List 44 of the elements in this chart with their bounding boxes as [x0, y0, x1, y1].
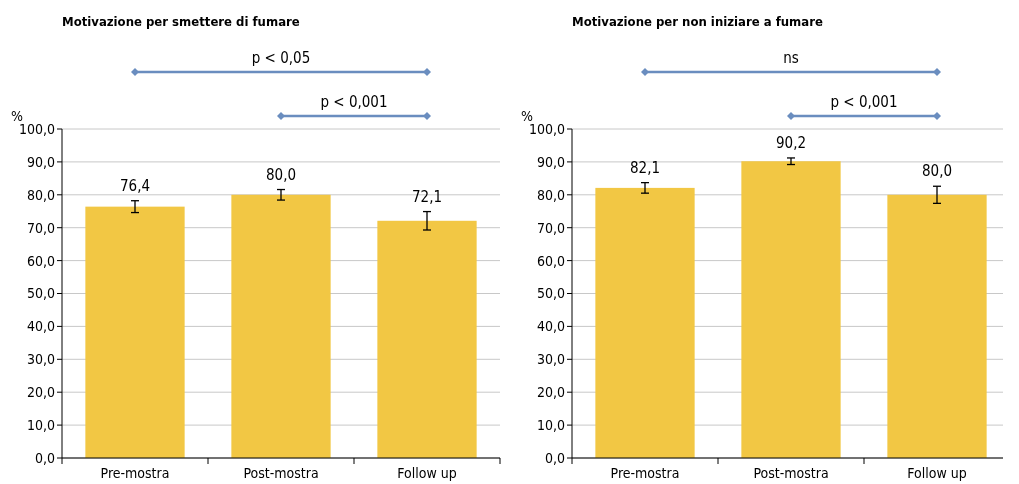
bar — [231, 194, 331, 458]
y-tick-label: 20,0 — [536, 384, 565, 401]
x-tick-label: Follow up — [397, 465, 457, 481]
y-tick-label: 80,0 — [536, 186, 565, 203]
y-tick-label: 60,0 — [536, 252, 565, 269]
x-tick-label: Pre-mostra — [610, 465, 680, 481]
data-label: 72,1 — [411, 187, 443, 206]
y-tick-label: 90,0 — [536, 153, 565, 170]
y-tick-label: 0,0 — [34, 449, 55, 466]
text: p < 0,001 — [830, 93, 898, 111]
bar — [85, 206, 185, 458]
y-tick-label: 30,0 — [536, 351, 565, 368]
y-tick-label: 70,0 — [26, 219, 55, 236]
y-tick-label: 10,0 — [26, 417, 55, 433]
y-tick-label: 80,0 — [26, 186, 55, 203]
data-label: 82,1 — [629, 158, 661, 177]
y-tick-label: 90,0 — [26, 153, 55, 170]
x-tick-label: Pre-mostra — [100, 465, 170, 481]
y-tick-label: 50,0 — [26, 285, 55, 302]
text: p < 0,05 — [251, 49, 311, 67]
bar — [377, 220, 477, 458]
x-tick-label: Follow up — [907, 465, 967, 481]
x-tick-label: Post-mostra — [753, 465, 829, 481]
y-tick-label: 20,0 — [26, 384, 55, 401]
x-tick-label: Post-mostra — [243, 465, 319, 481]
bar — [595, 187, 695, 458]
y-tick-label: 10,0 — [536, 417, 565, 433]
y-tick-label: 40,0 — [536, 318, 565, 335]
chart-title: Motivazione per smettere di fumare — [62, 14, 300, 29]
y-tick-label: 60,0 — [26, 252, 55, 269]
bar — [887, 194, 987, 458]
bar — [741, 161, 841, 458]
text: ns — [783, 49, 799, 67]
y-tick-label: 0,0 — [544, 449, 565, 466]
y-tick-label: 50,0 — [536, 285, 565, 302]
y-tick-label: 30,0 — [26, 351, 55, 368]
data-label: 76,4 — [119, 176, 151, 195]
y-tick-label: 70,0 — [536, 219, 565, 236]
y-tick-label: 40,0 — [26, 318, 55, 335]
data-label: 80,0 — [921, 162, 953, 181]
chart-title: Motivazione per non iniziare a fumare — [572, 14, 823, 29]
data-label: 80,0 — [265, 165, 297, 184]
text: p < 0,001 — [320, 93, 388, 111]
data-label: 90,2 — [775, 133, 807, 152]
